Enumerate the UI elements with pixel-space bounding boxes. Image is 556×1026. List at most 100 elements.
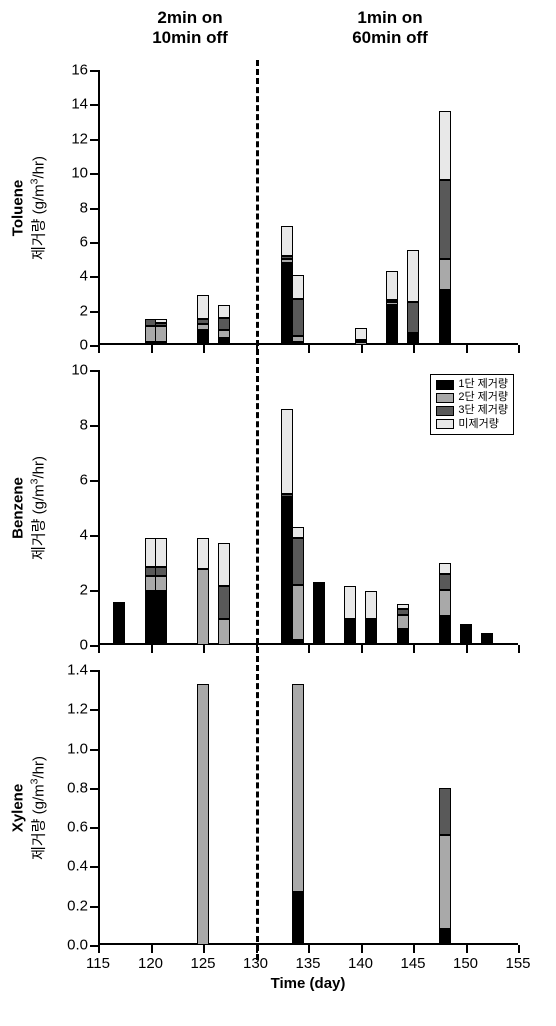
y-tick (90, 242, 98, 244)
y-tick (90, 311, 98, 313)
bar-segment-unremoved (281, 226, 293, 255)
bar-segment-stage2 (155, 576, 167, 591)
x-tick (308, 645, 310, 653)
y-tick (90, 370, 98, 372)
bar-segment-stage3 (292, 299, 304, 337)
x-tick (98, 645, 100, 653)
y-axis-unit-label: 제거량 (g/m3/hr) (28, 156, 49, 260)
bar-stack (355, 328, 367, 345)
y-axis-unit-label: 제거량 (g/m3/hr) (28, 456, 49, 560)
x-tick-label: 125 (190, 955, 215, 972)
bar-segment-stage1 (397, 629, 409, 646)
x-tick (256, 945, 258, 953)
bar-segment-stage3 (155, 567, 167, 577)
legend-item: 3단 제거량 (436, 404, 508, 417)
y-tick (90, 139, 98, 141)
bar-segment-unremoved (218, 305, 230, 317)
bar-stack (460, 624, 472, 645)
y-tick-label: 0.0 (67, 937, 88, 954)
legend-swatch (436, 393, 454, 403)
x-tick-label: 135 (295, 955, 320, 972)
bar-segment-stage1 (155, 342, 167, 345)
figure-root: 2min on 10min off 1min on 60min off Tolu… (0, 0, 556, 1026)
bar-segment-unremoved (407, 250, 419, 302)
x-tick-label: 120 (138, 955, 163, 972)
bar-segment-unremoved (344, 586, 356, 619)
bar-stack (197, 295, 209, 345)
bar-stack (407, 250, 419, 345)
legend-label: 3단 제거량 (458, 404, 508, 417)
x-tick-label: 150 (453, 955, 478, 972)
bar-segment-stage3 (439, 180, 451, 259)
x-tick-label: 145 (400, 955, 425, 972)
x-tick-label: 140 (348, 955, 373, 972)
bar-stack (292, 684, 304, 945)
y-tick-label: 1.2 (67, 701, 88, 718)
bar-stack (292, 527, 304, 645)
legend-label: 미제거량 (458, 418, 498, 431)
x-tick-label: 130 (243, 955, 268, 972)
bar-segment-stage1 (197, 330, 209, 345)
y-tick-label: 10 (71, 165, 88, 182)
bar-segment-stage2 (197, 569, 209, 645)
bar-segment-unremoved (155, 538, 167, 567)
plot-area (98, 70, 518, 345)
x-tick (466, 645, 468, 653)
y-tick (90, 670, 98, 672)
bar-segment-stage1 (439, 616, 451, 645)
bar-segment-stage1 (407, 335, 419, 345)
bar-stack (397, 604, 409, 645)
y-tick-label: 4 (80, 527, 88, 544)
bar-segment-stage2 (355, 342, 367, 345)
x-tick (203, 345, 205, 353)
bar-segment-stage2 (439, 259, 451, 290)
y-tick-label: 10 (71, 362, 88, 379)
bar-segment-stage2 (292, 585, 304, 640)
bar-segment-unremoved (197, 295, 209, 319)
bar-segment-stage2 (292, 684, 304, 892)
bar-segment-stage3 (292, 538, 304, 585)
y-tick-label: 0.2 (67, 897, 88, 914)
legend-label: 1단 제거량 (458, 378, 508, 391)
bar-segment-unremoved (355, 328, 367, 340)
bar-stack (292, 275, 304, 345)
y-tick-label: 14 (71, 96, 88, 113)
x-tick (413, 645, 415, 653)
bar-segment-stage2 (155, 326, 167, 341)
y-tick-label: 0.8 (67, 779, 88, 796)
x-tick (308, 945, 310, 953)
y-tick (90, 276, 98, 278)
bar-segment-stage1 (439, 929, 451, 945)
bar-segment-stage3 (218, 318, 230, 330)
y-tick-label: 6 (80, 233, 88, 250)
y-axis-compound-label: Xylene (10, 783, 27, 831)
x-tick (151, 345, 153, 353)
y-tick-label: 0.6 (67, 819, 88, 836)
bar-stack (481, 633, 493, 645)
bar-segment-stage1 (218, 338, 230, 345)
bar-segment-stage2 (397, 615, 409, 629)
legend-label: 2단 제거량 (458, 391, 508, 404)
bar-segment-unremoved (292, 527, 304, 538)
panel-toluene: Toluene제거량 (g/m3/hr)0246810121416 (98, 70, 518, 345)
x-tick (203, 945, 205, 953)
x-tick (413, 345, 415, 353)
bar-segment-stage1 (386, 305, 398, 345)
y-tick (90, 425, 98, 427)
annotation-left: 2min on 10min off (135, 8, 245, 48)
bar-segment-unremoved (197, 538, 209, 570)
bar-segment-stage1 (313, 582, 325, 645)
legend: 1단 제거량2단 제거량3단 제거량미제거량 (430, 374, 514, 435)
x-tick (151, 645, 153, 653)
x-tick (466, 945, 468, 953)
bar-stack (155, 538, 167, 645)
y-tick-label: 8 (80, 199, 88, 216)
x-tick (361, 645, 363, 653)
bar-segment-stage2 (439, 835, 451, 929)
bar-segment-unremoved (281, 409, 293, 494)
bar-segment-unremoved (439, 563, 451, 574)
x-tick (151, 945, 153, 953)
y-tick (90, 104, 98, 106)
bar-segment-stage1 (113, 602, 125, 645)
x-tick (361, 945, 363, 953)
